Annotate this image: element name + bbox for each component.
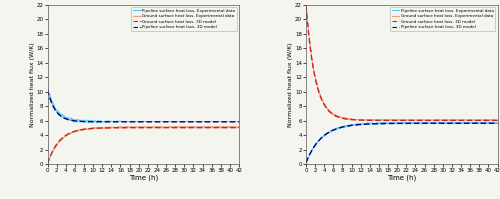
Y-axis label: Normalized heat flux (W/K): Normalized heat flux (W/K) [30,42,35,127]
X-axis label: Time (h): Time (h) [387,175,416,181]
Legend: Pipeline surface heat loss- Experimental data, Ground surface heat loss- Experim: Pipeline surface heat loss- Experimental… [390,7,496,31]
X-axis label: Time (h): Time (h) [128,175,158,181]
Legend: Pipeline surface heat loss- Experimental data, Ground surface heat loss- Experim: Pipeline surface heat loss- Experimental… [132,7,237,31]
Y-axis label: Normalized heat flux (W/K): Normalized heat flux (W/K) [288,42,294,127]
